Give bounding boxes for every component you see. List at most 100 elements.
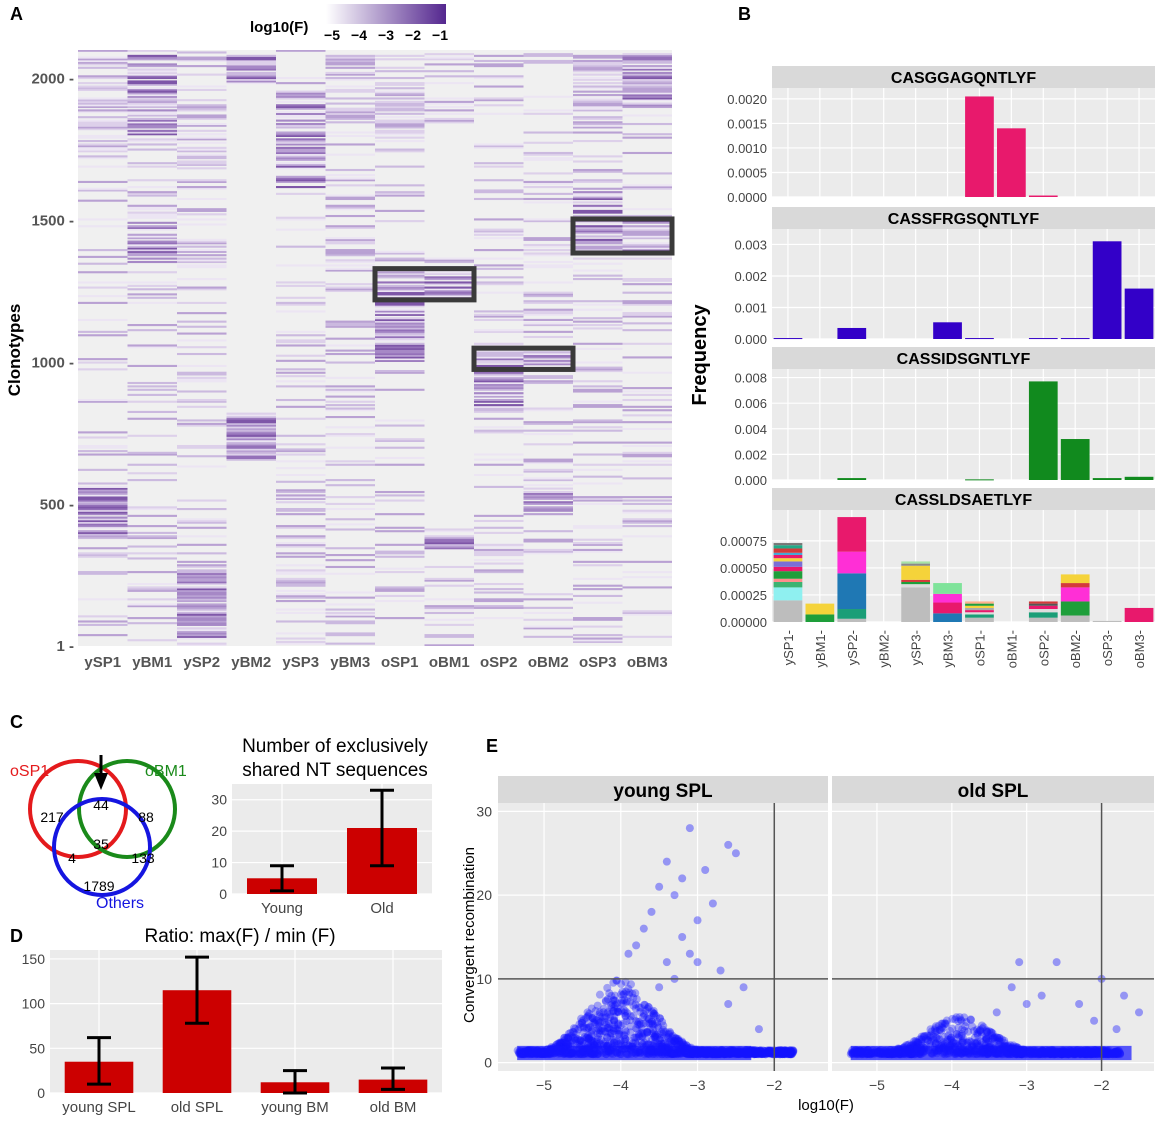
heatmap-cell bbox=[226, 56, 276, 59]
heatmap-cell bbox=[523, 291, 573, 294]
heatmap-cell bbox=[474, 313, 524, 316]
heatmap-cell bbox=[177, 150, 227, 153]
frequency-bar bbox=[1028, 195, 1058, 197]
heatmap-cell bbox=[226, 66, 276, 69]
heatmap-cell bbox=[474, 431, 524, 434]
facet-strip bbox=[772, 347, 1155, 369]
scatter-point bbox=[667, 1039, 676, 1048]
scatter-point bbox=[635, 1032, 644, 1041]
heatmap-cell bbox=[325, 153, 375, 156]
stacked-segment bbox=[773, 554, 803, 559]
heatmap-cell bbox=[177, 109, 227, 112]
heatmap-cell bbox=[622, 560, 672, 563]
heatmap-cell bbox=[325, 361, 375, 364]
scatter-point bbox=[783, 1046, 792, 1055]
heatmap-cell bbox=[523, 484, 573, 487]
heatmap-cell bbox=[276, 525, 326, 528]
heatmap-cell bbox=[375, 600, 425, 603]
heatmap-cell bbox=[573, 66, 623, 69]
scatter-point bbox=[769, 1048, 778, 1057]
heatmap-cell bbox=[622, 225, 672, 228]
facet-strip bbox=[772, 66, 1155, 88]
frequency-facets-panel: Frequency CASGGAGQNTLYF0.00000.00050.001… bbox=[689, 66, 1155, 668]
facet-ytick-label: 0.008 bbox=[734, 371, 767, 386]
stacked-segment bbox=[901, 565, 930, 569]
scatter-point bbox=[616, 1036, 625, 1045]
scatter-point bbox=[760, 1047, 769, 1056]
scatter-point bbox=[765, 1046, 774, 1055]
heatmap-cell bbox=[276, 126, 326, 129]
heatmap-cell bbox=[573, 226, 623, 230]
scatter-point bbox=[774, 1047, 783, 1056]
heatmap-cell bbox=[523, 506, 573, 509]
scatter-point bbox=[562, 1033, 571, 1042]
scatter-point bbox=[992, 1033, 1001, 1042]
scatter-point bbox=[603, 1008, 612, 1017]
heatmap-cell bbox=[127, 65, 177, 68]
heatmap-cell bbox=[573, 54, 623, 57]
heatmap-cell bbox=[226, 450, 276, 453]
scatter-point bbox=[923, 1036, 932, 1045]
frequency-category-label: ySP1- bbox=[781, 630, 796, 665]
scatter-point bbox=[750, 1046, 759, 1055]
heatmap-cell bbox=[325, 559, 375, 562]
heatmap-cell bbox=[375, 358, 425, 361]
scatter-point bbox=[631, 1000, 640, 1009]
stacked-segment bbox=[773, 578, 803, 582]
facet-title: CASSIDSGNTLYF bbox=[897, 351, 1031, 368]
scatter-point bbox=[789, 1047, 798, 1056]
scatter-point bbox=[601, 997, 610, 1006]
scatter-point bbox=[617, 1006, 626, 1015]
heatmap-cell bbox=[573, 235, 623, 238]
heatmap-cell bbox=[573, 366, 623, 369]
heatmap-column-label: oBM2 bbox=[528, 654, 569, 671]
heatmap-cell bbox=[127, 221, 177, 224]
heatmap-cell bbox=[127, 216, 177, 219]
heatmap-cell bbox=[127, 388, 177, 391]
heatmap-cell bbox=[523, 462, 573, 465]
heatmap-cell bbox=[424, 100, 474, 103]
heatmap-cell bbox=[226, 416, 276, 419]
heatmap-cell bbox=[226, 424, 276, 427]
heatmap-cell bbox=[226, 456, 276, 459]
heatmap-cell bbox=[573, 380, 623, 383]
heatmap-cell bbox=[325, 388, 375, 391]
heatmap-cell bbox=[523, 313, 573, 316]
bar-category-label: young SPL bbox=[62, 1099, 135, 1116]
heatmap-cell bbox=[424, 121, 474, 124]
heatmap-cell bbox=[127, 525, 177, 528]
heatmap-cell bbox=[78, 509, 128, 512]
scatter-point bbox=[651, 1034, 660, 1043]
heatmap-cell bbox=[177, 518, 227, 521]
scatter-point bbox=[971, 1039, 980, 1048]
scatter-point bbox=[643, 1004, 652, 1013]
scatter-point bbox=[757, 1050, 766, 1059]
heatmap-cell bbox=[78, 487, 128, 490]
heatmap-cell bbox=[276, 341, 326, 344]
scatter-point bbox=[556, 1038, 565, 1047]
heatmap-cell bbox=[276, 596, 326, 599]
heatmap-cell bbox=[127, 257, 177, 260]
scatter-point bbox=[612, 976, 621, 985]
heatmap-cell bbox=[573, 63, 623, 66]
heatmap-cell bbox=[78, 165, 128, 168]
scatter-point bbox=[775, 1048, 784, 1057]
heatmap-cell bbox=[78, 262, 128, 265]
scatter-point bbox=[1000, 1036, 1009, 1045]
heatmap-cell bbox=[276, 593, 326, 596]
venn-count-obm1-others: 133 bbox=[131, 850, 155, 866]
stacked-segment bbox=[965, 610, 994, 613]
heatmap-cell bbox=[127, 603, 177, 606]
scatter-point bbox=[758, 1046, 767, 1055]
heatmap-cell bbox=[523, 141, 573, 144]
scatter-point bbox=[785, 1046, 794, 1055]
heatmap-cell bbox=[474, 85, 524, 88]
heatmap-cell bbox=[424, 271, 474, 274]
heatmap-cell bbox=[127, 288, 177, 291]
heatmap-cell bbox=[127, 213, 177, 216]
heatmap-cell bbox=[424, 289, 474, 293]
scatter-point bbox=[613, 1004, 622, 1013]
heatmap-cell bbox=[127, 191, 177, 194]
scatter-outlier bbox=[685, 824, 694, 833]
heatmap-cell bbox=[474, 145, 524, 148]
